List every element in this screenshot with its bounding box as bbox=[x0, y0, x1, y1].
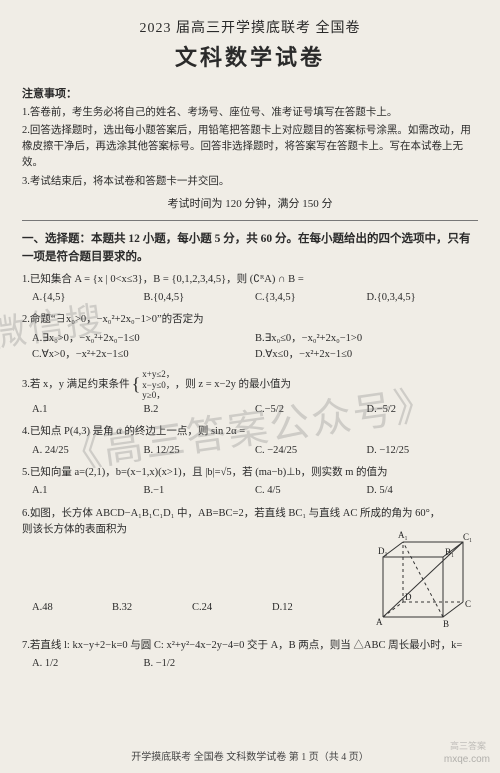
header-line2: 文科数学试卷 bbox=[22, 41, 478, 74]
cube-label-c1: C₁ bbox=[463, 532, 472, 542]
q6-opt-b: B.32 bbox=[112, 600, 192, 616]
q2-stem: 2.命题“∃x₀>0，−x₀²+2x₀−1>0”的否定为 bbox=[22, 312, 478, 328]
q6-opt-d: D.12 bbox=[272, 600, 352, 616]
header-line1: 2023 届高三开学摸底联考 全国卷 bbox=[22, 18, 478, 39]
q1-opt-c: C.{3,4,5} bbox=[255, 290, 367, 306]
q3-opt-c: C.−5/2 bbox=[255, 402, 367, 418]
q5-opt-c: C. 4/5 bbox=[255, 483, 367, 499]
q3-stem-a: 3.若 x，y 满足约束条件 bbox=[22, 377, 130, 393]
q5-opt-a: A.1 bbox=[32, 483, 144, 499]
q3-sys3: y≥0， bbox=[142, 390, 165, 400]
exam-time: 考试时间为 120 分钟，满分 150 分 bbox=[22, 196, 478, 213]
notice-item-2: 2.回答选择题时，选出每小题答案后，用铅笔把答题卡上对应题目的答案标号涂黑。如需… bbox=[22, 123, 478, 172]
cube-label-a: A bbox=[376, 617, 383, 627]
question-1: 1.已知集合 A = {x | 0<x≤3}，B = {0,1,2,3,4,5}… bbox=[22, 272, 478, 307]
q1-opt-b: B.{0,4,5} bbox=[144, 290, 256, 306]
notice-item-3: 3.考试结束后，将本试卷和答题卡一并交回。 bbox=[22, 174, 478, 190]
q5-opt-b: B.−1 bbox=[144, 483, 256, 499]
q1-stem: 1.已知集合 A = {x | 0<x≤3}，B = {0,1,2,3,4,5}… bbox=[22, 272, 478, 288]
q4-opt-d: D. −12/25 bbox=[367, 443, 479, 459]
q4-opt-b: B. 12/25 bbox=[144, 443, 256, 459]
question-6: 6.如图，长方体 ABCD−A₁B₁C₁D₁ 中，AB=BC=2，若直线 BC₁… bbox=[22, 506, 478, 632]
q5-stem: 5.已知向量 a=(2,1)，b=(x−1,x)(x>1)，且 |b|=√5，若… bbox=[22, 465, 478, 481]
q4-opt-a: A. 24/25 bbox=[32, 443, 144, 459]
cube-label-a1: A₁ bbox=[398, 530, 408, 540]
q2-opt-c: C.∀x>0，−x²+2x−1≤0 bbox=[32, 347, 255, 363]
cube-label-d1: D₁ bbox=[378, 546, 388, 556]
q3-stem-b: ，则 z = x−2y 的最小值为 bbox=[175, 377, 291, 393]
question-2: 2.命题“∃x₀>0，−x₀²+2x₀−1>0”的否定为 A.∃x₀>0，−x₀… bbox=[22, 312, 478, 363]
q2-opt-a: A.∃x₀>0，−x₀²+2x₀−1≤0 bbox=[32, 331, 255, 347]
question-3: 3.若 x，y 满足约束条件 { x+y≤2， x−y≤0， y≥0， ，则 z… bbox=[22, 369, 478, 418]
q7-opt-a: A. 1/2 bbox=[32, 656, 144, 672]
q6-opt-a: A.48 bbox=[32, 600, 112, 616]
q2-opt-d: D.∀x≤0，−x²+2x−1≤0 bbox=[255, 347, 478, 363]
cube-figure: D₁ C₁ A₁ B₁ A B C D bbox=[358, 522, 478, 632]
section-1-heading: 一、选择题：本题共 12 小题，每小题 5 分，共 60 分。在每小题给出的四个… bbox=[22, 231, 478, 266]
q2-opt-b: B.∃x₀≤0，−x₀²+2x₀−1>0 bbox=[255, 331, 478, 347]
corner-watermark-1: mxqe.com bbox=[444, 752, 490, 767]
q3-sys2: x−y≤0， bbox=[142, 380, 175, 390]
header: 2023 届高三开学摸底联考 全国卷 文科数学试卷 bbox=[22, 18, 478, 74]
q4-stem: 4.已知点 P(4,3) 是角 α 的终边上一点，则 sin 2α = bbox=[22, 424, 478, 440]
q3-sys1: x+y≤2， bbox=[142, 369, 175, 379]
divider bbox=[22, 220, 478, 221]
q1-opt-a: A.{4,5} bbox=[32, 290, 144, 306]
notice-block: 注意事项： 1.答卷前，考生务必将自己的姓名、考场号、座位号、准考证号填写在答题… bbox=[22, 86, 478, 212]
q1-opt-d: D.{0,3,4,5} bbox=[367, 290, 479, 306]
q3-opt-b: B.2 bbox=[144, 402, 256, 418]
notice-title: 注意事项： bbox=[22, 86, 478, 103]
question-4: 4.已知点 P(4,3) 是角 α 的终边上一点，则 sin 2α = A. 2… bbox=[22, 424, 478, 459]
q7-stem: 7.若直线 l: kx−y+2−k=0 与圆 C: x²+y²−4x−2y−4=… bbox=[22, 638, 478, 654]
q3-opt-d: D.−5/2 bbox=[367, 402, 479, 418]
cube-label-b1: B₁ bbox=[445, 547, 454, 557]
cube-label-b: B bbox=[443, 619, 449, 629]
question-5: 5.已知向量 a=(2,1)，b=(x−1,x)(x>1)，且 |b|=√5，若… bbox=[22, 465, 478, 500]
q3-opt-a: A.1 bbox=[32, 402, 144, 418]
cube-label-c: C bbox=[465, 599, 471, 609]
notice-item-1: 1.答卷前，考生务必将自己的姓名、考场号、座位号、准考证号填写在答题卡上。 bbox=[22, 105, 478, 121]
corner-watermark-2: 高三答案 bbox=[450, 740, 486, 754]
question-7: 7.若直线 l: kx−y+2−k=0 与圆 C: x²+y²−4x−2y−4=… bbox=[22, 638, 478, 673]
q4-opt-c: C. −24/25 bbox=[255, 443, 367, 459]
q5-opt-d: D. 5/4 bbox=[367, 483, 479, 499]
q7-opt-b: B. −1/2 bbox=[144, 656, 256, 672]
cube-label-d: D bbox=[405, 592, 412, 602]
brace-icon: { bbox=[132, 371, 141, 399]
page-footer: 开学摸底联考 全国卷 文科数学试卷 第 1 页（共 4 页） bbox=[0, 750, 500, 765]
q6-opt-c: C.24 bbox=[192, 600, 272, 616]
q3-stem: 3.若 x，y 满足约束条件 { x+y≤2， x−y≤0， y≥0， ，则 z… bbox=[22, 369, 478, 400]
q3-system: x+y≤2， x−y≤0， y≥0， bbox=[142, 369, 175, 400]
q6-stem-a: 6.如图，长方体 ABCD−A₁B₁C₁D₁ 中，AB=BC=2，若直线 BC₁… bbox=[22, 506, 478, 522]
q6-stem-b: 则该长方体的表面积为 bbox=[22, 522, 352, 538]
